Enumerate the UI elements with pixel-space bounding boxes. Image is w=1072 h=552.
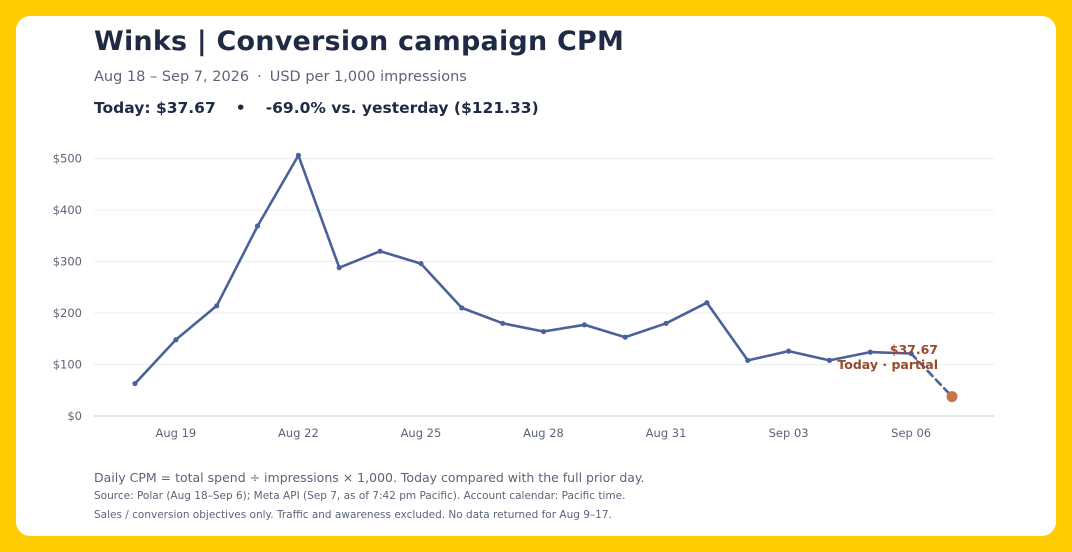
x-tick-label: Aug 19 <box>155 426 196 440</box>
data-point <box>500 320 506 326</box>
chart-title: Winks | Conversion campaign CPM <box>94 26 625 57</box>
partial-day-dashed-line <box>909 352 954 398</box>
footnote-scope: Sales / conversion objectives only. Traf… <box>94 509 612 521</box>
data-point <box>745 357 751 363</box>
y-tick-label: $400 <box>53 203 82 217</box>
data-point <box>826 357 833 363</box>
annotation-label: Today · partial <box>837 357 938 372</box>
chart-card: Winks | Conversion campaign CPM Aug 18 –… <box>16 16 1056 536</box>
data-point <box>214 303 220 309</box>
x-tick-label: Aug 31 <box>646 426 687 440</box>
annotation-value: $37.67 <box>890 342 938 357</box>
data-point <box>622 334 628 340</box>
subtitle-separator: · <box>257 69 262 85</box>
footnote-definition: Daily CPM = total spend ÷ impressions × … <box>94 470 645 485</box>
data-point <box>132 380 138 387</box>
data-point <box>377 248 383 254</box>
data-point <box>254 223 261 229</box>
data-point <box>418 260 424 267</box>
chart-subtitle: Aug 18 – Sep 7, 2026 · USD per 1,000 impre… <box>94 69 467 85</box>
x-tick-label: Sep 06 <box>891 426 931 440</box>
data-point <box>663 320 669 326</box>
series-line <box>133 154 913 385</box>
kpi-summary: Today: $37.67 • -69.0% vs. yesterday ($121… <box>94 99 539 117</box>
y-tick-label: $100 <box>53 358 82 372</box>
y-tick-label: $200 <box>53 306 82 320</box>
data-point <box>540 328 547 335</box>
data-point <box>459 305 465 311</box>
data-point <box>336 265 342 271</box>
data-point <box>908 350 914 357</box>
data-point <box>173 337 179 343</box>
y-tick-label: $300 <box>53 255 82 269</box>
date-range: Aug 18 – Sep 7, 2026 <box>94 69 250 85</box>
kpi-change: -69.0% vs. yesterday ($121.33) <box>265 99 539 117</box>
y-tick-label: $500 <box>53 152 82 166</box>
units-label: USD per 1,000 impressions <box>269 69 467 85</box>
data-point <box>581 322 587 328</box>
data-point <box>786 348 792 354</box>
x-tick-label: Aug 28 <box>523 426 564 440</box>
data-point <box>295 152 301 159</box>
today-point <box>946 391 958 403</box>
x-tick-label: Sep 03 <box>769 426 809 440</box>
data-point <box>704 300 710 306</box>
footnote-source: Source: Polar (Aug 18–Sep 6); Meta API (… <box>94 490 626 502</box>
y-tick-label: $0 <box>67 409 82 423</box>
x-tick-label: Aug 25 <box>401 426 442 440</box>
kpi-bullet: • <box>235 99 246 117</box>
data-point <box>867 349 873 355</box>
kpi-today: Today: $37.67 <box>94 99 216 117</box>
line-chart: $0 $100 $200 $300 $400 $500 Aug 19 Aug 22 Aug 25… <box>53 152 994 440</box>
x-tick-label: Aug 22 <box>278 426 319 440</box>
